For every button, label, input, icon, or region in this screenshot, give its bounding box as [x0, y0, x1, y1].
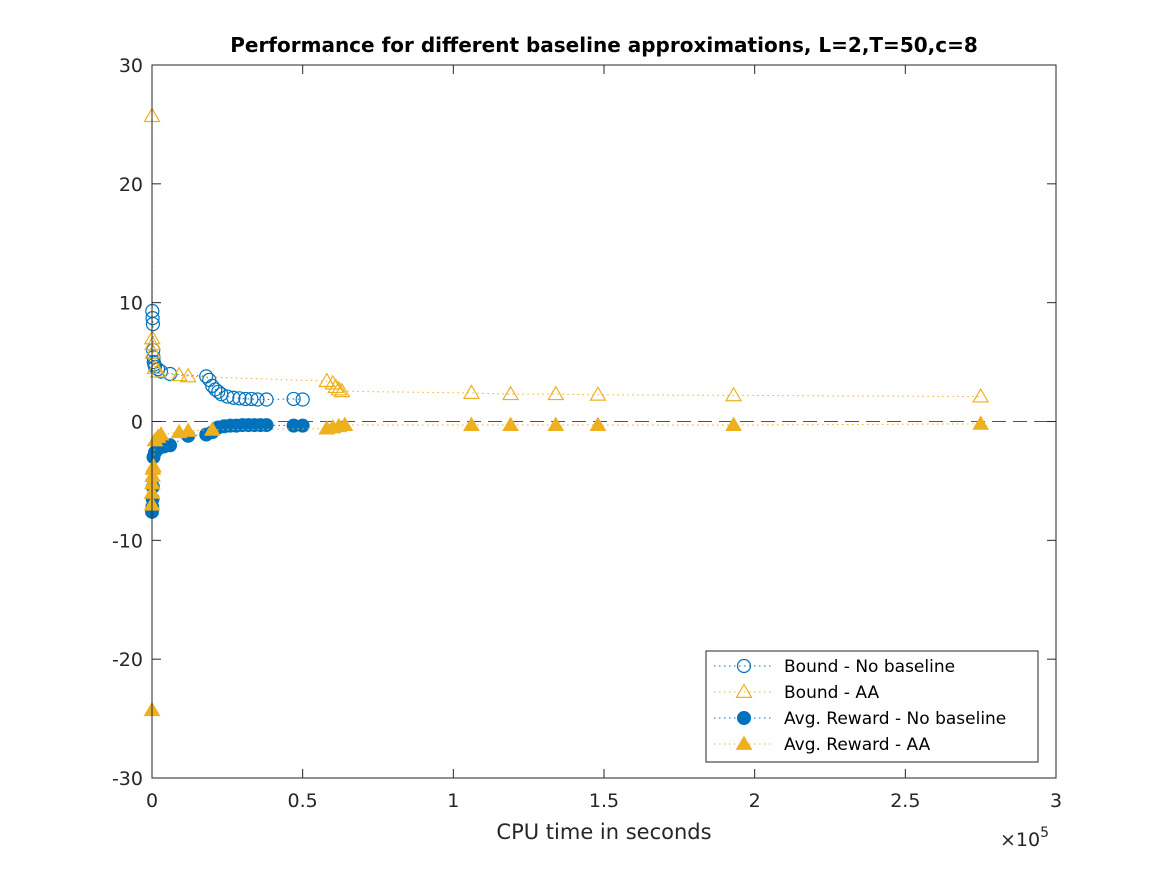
y-tick-label: 0	[131, 412, 143, 434]
data-point	[259, 392, 274, 407]
series-layer	[143, 107, 990, 717]
data-point	[203, 421, 221, 436]
legend-swatch-marker	[735, 683, 753, 699]
series-2	[143, 107, 990, 403]
y-tick-label: -10	[112, 530, 143, 552]
data-point	[211, 384, 226, 399]
series-line	[151, 116, 981, 398]
legend-label: Avg. Reward - No baseline	[784, 709, 1006, 729]
legend-entry: Avg. Reward - No baseline	[714, 709, 1006, 729]
data-point	[463, 416, 480, 431]
data-point	[179, 367, 197, 383]
x-axis-exponent-power: 5	[1040, 825, 1049, 841]
legend-label: Bound - AA	[784, 683, 879, 703]
data-point	[327, 378, 345, 394]
data-point	[336, 416, 354, 431]
legend-swatch-marker	[737, 711, 751, 725]
data-point	[179, 422, 197, 437]
x-tick-label: 3	[1050, 790, 1062, 812]
data-point	[238, 391, 253, 407]
data-point	[152, 426, 170, 441]
data-point	[333, 382, 351, 398]
data-point	[145, 458, 162, 473]
legend-entry: Bound - No baseline	[714, 657, 955, 677]
legend-box	[705, 650, 1039, 763]
data-point	[286, 391, 301, 407]
x-axis-exponent: ×105	[1000, 825, 1049, 851]
x-tick-label: 0	[146, 790, 158, 812]
x-axis-exponent-base: ×10	[1000, 829, 1040, 851]
x-tick-label: 1	[447, 790, 459, 812]
legend-swatch-marker	[736, 658, 752, 674]
chart-title: Performance for different baseline appro…	[230, 33, 978, 57]
data-point	[149, 362, 167, 378]
x-tick-label: 1.5	[589, 790, 619, 812]
data-point	[144, 343, 162, 359]
data-point	[972, 387, 990, 403]
data-point	[295, 392, 310, 407]
data-point	[589, 386, 607, 401]
y-tick-label: -30	[112, 768, 143, 790]
x-axis-label: CPU time in seconds	[496, 820, 711, 844]
data-point	[589, 416, 607, 431]
legend-swatch-marker	[735, 735, 753, 750]
data-point	[547, 416, 565, 431]
tick-layer: 0 0.5 1 1.5 2 2.5 3 -30 -20 -10 0 10 20 30	[112, 55, 1062, 812]
data-point	[502, 416, 519, 431]
legend-entry: Bound - AA	[714, 683, 879, 703]
y-tick-label: -20	[112, 649, 143, 671]
data-point	[725, 416, 742, 431]
data-point	[259, 418, 274, 433]
legend-label: Avg. Reward - AA	[784, 735, 931, 755]
legend-label: Bound - No baseline	[784, 657, 955, 677]
legend: Bound - No baseline Bound - AA Avg. Reward…	[705, 650, 1039, 763]
data-point	[226, 390, 241, 405]
y-tick-label: 20	[119, 174, 143, 196]
y-tick-label: 30	[119, 55, 143, 77]
x-tick-label: 0.5	[288, 790, 318, 812]
data-point	[232, 391, 247, 406]
series-4	[143, 415, 990, 717]
data-point	[547, 385, 565, 401]
data-point	[330, 380, 348, 396]
data-point	[220, 389, 235, 404]
data-point	[972, 415, 990, 430]
x-tick-label: 2.5	[890, 790, 920, 812]
data-point	[170, 366, 188, 382]
data-point	[324, 374, 342, 390]
y-tick-label: 10	[119, 293, 143, 315]
data-point	[295, 418, 310, 433]
x-tick-label: 2	[749, 790, 761, 812]
legend-entry: Avg. Reward - AA	[714, 735, 931, 755]
data-point	[502, 385, 520, 401]
data-point	[145, 316, 161, 332]
data-point	[244, 391, 259, 407]
data-point	[163, 438, 178, 453]
data-point	[153, 364, 169, 379]
data-point	[725, 386, 743, 402]
data-point	[250, 392, 265, 407]
data-point	[144, 467, 161, 483]
data-point	[144, 335, 162, 351]
data-point	[462, 384, 480, 399]
data-point	[146, 359, 164, 375]
